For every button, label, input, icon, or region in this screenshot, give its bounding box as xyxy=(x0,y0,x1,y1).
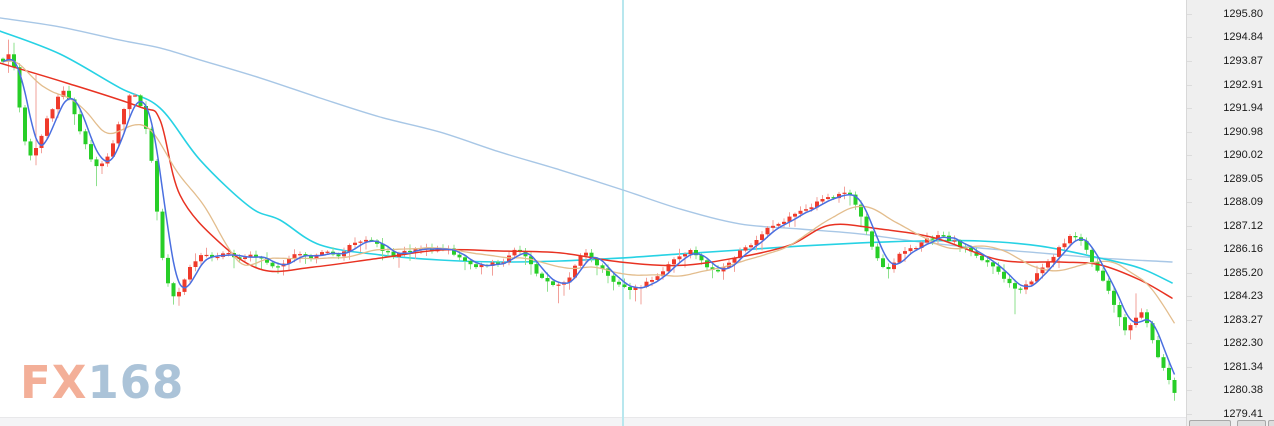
ma-line-red xyxy=(0,62,1173,299)
price-axis-tick xyxy=(1187,132,1192,133)
axis-buttons-row xyxy=(1187,420,1274,426)
axis-scale-button[interactable] xyxy=(1268,420,1274,426)
price-axis-tick xyxy=(1187,61,1192,62)
candles-down xyxy=(1,54,1177,393)
chart-area[interactable] xyxy=(0,0,1186,426)
price-axis-tick xyxy=(1187,85,1192,86)
ma-line-cyan xyxy=(0,30,1173,284)
price-axis-tick xyxy=(1187,108,1192,109)
axis-scale-button[interactable] xyxy=(1189,420,1231,426)
price-axis-label: 1291.94 xyxy=(1223,102,1263,114)
price-axis-tick xyxy=(1187,37,1192,38)
price-axis-tick xyxy=(1187,296,1192,297)
chart-canvas[interactable] xyxy=(0,0,1186,426)
price-axis-label: 1285.20 xyxy=(1223,267,1263,279)
price-axis-tick xyxy=(1187,14,1192,15)
price-axis-label: 1279.41 xyxy=(1223,408,1263,420)
price-axis-label: 1290.02 xyxy=(1223,149,1263,161)
ma-line-tan xyxy=(2,60,1176,324)
price-axis-tick xyxy=(1187,390,1192,391)
candles-up xyxy=(6,54,1144,331)
price-axis-label: 1292.91 xyxy=(1223,79,1263,91)
price-axis-tick xyxy=(1187,343,1192,344)
price-axis-label: 1287.12 xyxy=(1223,220,1263,232)
price-axis-label: 1282.30 xyxy=(1223,337,1263,349)
candle-wicks-down xyxy=(2,42,1175,401)
price-axis-tick xyxy=(1187,202,1192,203)
ma-line-slow-pale xyxy=(0,17,1173,263)
price-axis-tick xyxy=(1187,367,1192,368)
price-axis-tick xyxy=(1187,414,1192,415)
price-axis-label: 1280.38 xyxy=(1223,384,1263,396)
time-axis-strip xyxy=(0,417,1186,426)
price-axis-tick xyxy=(1187,226,1192,227)
price-axis-tick xyxy=(1187,155,1192,156)
price-axis-tick xyxy=(1187,179,1192,180)
price-axis-label: 1295.80 xyxy=(1223,8,1263,20)
price-axis-tick xyxy=(1187,320,1192,321)
price-axis-tick xyxy=(1187,249,1192,250)
price-axis-label: 1283.27 xyxy=(1223,314,1263,326)
price-axis-panel[interactable]: 1295.80 1294.84 1293.87 1292.91 1291.94 1290.… xyxy=(1186,0,1274,426)
price-axis-label: 1293.87 xyxy=(1223,55,1263,67)
price-axis-label: 1289.05 xyxy=(1223,173,1263,185)
price-axis-label: 1284.23 xyxy=(1223,290,1263,302)
price-axis-label: 1286.16 xyxy=(1223,243,1263,255)
price-axis-tick xyxy=(1187,273,1192,274)
price-axis-label: 1288.09 xyxy=(1223,196,1263,208)
price-axis-label: 1290.98 xyxy=(1223,126,1263,138)
ma-line-fast-blue xyxy=(2,58,1176,375)
price-axis-label: 1281.34 xyxy=(1223,361,1263,373)
axis-scale-button[interactable] xyxy=(1237,420,1266,426)
price-axis-label: 1294.84 xyxy=(1223,31,1263,43)
